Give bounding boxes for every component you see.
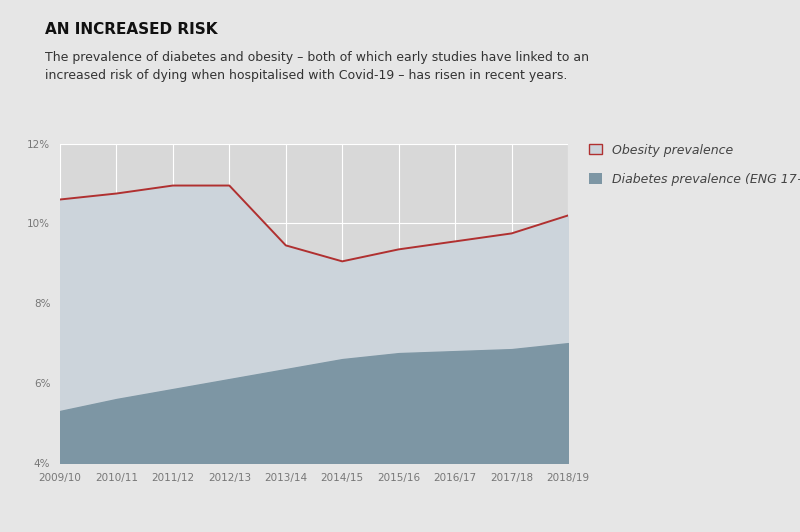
Text: AN INCREASED RISK: AN INCREASED RISK — [45, 22, 218, 37]
Legend: Obesity prevalence, Diabetes prevalence (ENG 17+): Obesity prevalence, Diabetes prevalence … — [590, 144, 800, 186]
Text: The prevalence of diabetes and obesity – both of which early studies have linked: The prevalence of diabetes and obesity –… — [45, 51, 589, 82]
